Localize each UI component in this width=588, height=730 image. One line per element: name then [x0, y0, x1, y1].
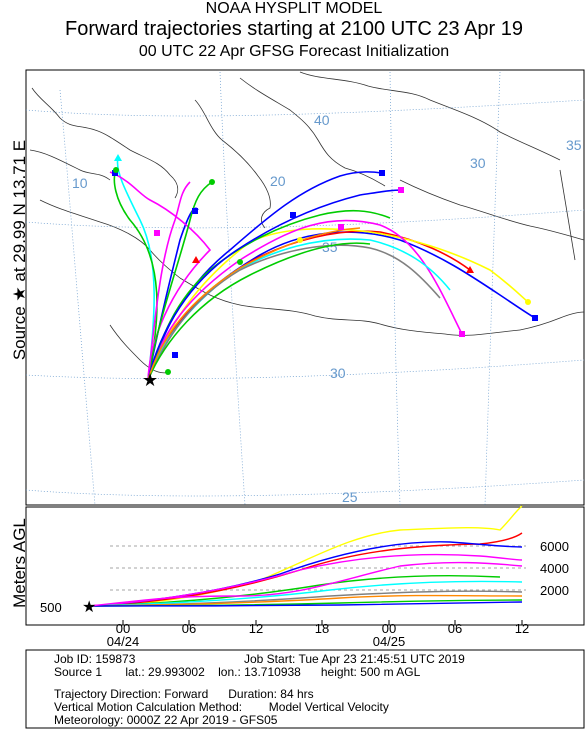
time-tick: 18: [315, 621, 329, 636]
height-tick-6000: 6000: [540, 539, 569, 554]
lat-label-25: 25: [342, 489, 358, 505]
forecast-subtitle: 00 UTC 22 Apr GFSG Forecast Initializati…: [138, 43, 450, 60]
meteorology: Meteorology: 0000Z 22 Apr 2019 - GFS05: [54, 713, 278, 727]
time-tick: 00: [382, 621, 396, 636]
start-height-label: 500: [40, 600, 62, 615]
lat-label-40: 40: [314, 112, 330, 128]
time-tick: 06: [448, 621, 462, 636]
trajectory-title: Forward trajectories starting at 2100 UT…: [65, 18, 523, 40]
trajectory-line: [147, 242, 371, 381]
model-title: NOAA HYSPLIT MODEL: [205, 0, 383, 17]
grid-labels: 10 20 30 35 40 35 30 25: [72, 112, 582, 505]
coastlines: [29, 71, 585, 374]
lat-label-30: 30: [330, 365, 346, 381]
trajectory-line: [147, 181, 191, 381]
lon-label-10: 10: [72, 175, 88, 191]
trajectory-markers: [112, 154, 538, 375]
vertical-motion-method: Vertical Motion Calculation Method: Mode…: [54, 700, 389, 714]
profile-lines: [89, 505, 523, 607]
trajectory-line: [147, 181, 213, 381]
time-tick: 06: [182, 621, 196, 636]
lon-label-30: 30: [470, 155, 486, 171]
trajectory-line: [113, 169, 158, 381]
job-id: Job ID: 159873: [54, 652, 136, 666]
info-box: [25, 649, 585, 729]
profile-source-star-icon: ★: [82, 599, 96, 616]
trajectory-line: [147, 244, 441, 381]
job-start: Job Start: Tue Apr 23 21:45:51 UTC 2019: [244, 652, 465, 666]
time-tick: 12: [515, 621, 529, 636]
profile-height-labels: 6000 4000 2000 500: [40, 539, 569, 615]
map-frame: [25, 69, 585, 506]
trajectory-line: [147, 219, 463, 381]
source-star-icon: ★: [142, 370, 158, 390]
date-label: 04/24: [107, 634, 140, 649]
trajectory-line: [147, 227, 361, 381]
lat-label-35: 35: [322, 239, 338, 255]
date-label: 04/25: [373, 634, 406, 649]
trajectory-line: [147, 189, 403, 381]
lon-label-35: 35: [566, 137, 582, 153]
height-tick-4000: 4000: [540, 561, 569, 576]
source-info: Source 1 lat.: 29.993002 lon.: 13.710938…: [54, 665, 421, 679]
time-tick: 00: [116, 621, 130, 636]
lon-label-20: 20: [270, 173, 286, 189]
time-axis-ticks: [122, 620, 523, 625]
height-tick-2000: 2000: [540, 583, 569, 598]
time-axis-labels: 00 06 12 18 00 06 12 04/24 04/25: [107, 621, 530, 649]
trajectory-direction: Trajectory Direction: Forward Duration: …: [54, 687, 314, 701]
trajectory-lines: [109, 157, 536, 381]
time-tick: 12: [249, 621, 263, 636]
graticule: [25, 71, 585, 506]
